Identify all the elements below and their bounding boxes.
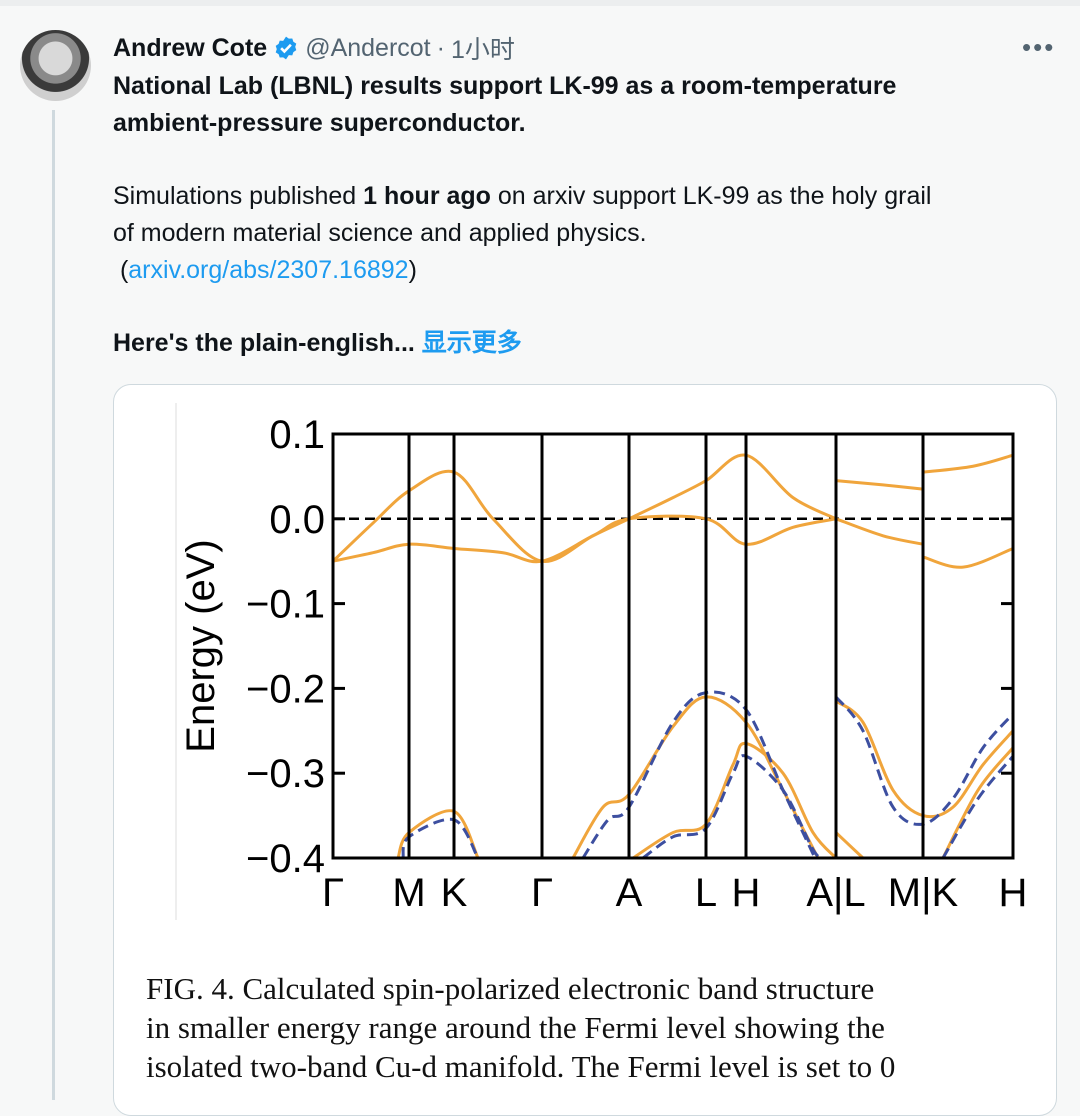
x-tick-label: M|K	[888, 871, 959, 915]
x-tick-label: Γ	[531, 871, 553, 915]
show-more-link[interactable]: 显示更多	[421, 329, 522, 357]
band-dn-3a	[401, 817, 480, 858]
band-up-2c	[922, 547, 1013, 569]
body-line-3: (arxiv.org/abs/2307.16892)	[113, 252, 417, 289]
x-tick-label: M	[392, 871, 425, 915]
more-horizontal-icon[interactable]: •••	[1022, 32, 1056, 62]
x-tick-label: L	[695, 871, 717, 915]
body-bold: 1 hour ago	[363, 182, 491, 210]
x-tick-label: H	[999, 871, 1028, 915]
avatar[interactable]	[20, 30, 91, 101]
headline-line-1: National Lab (LBNL) results support LK-9…	[113, 72, 897, 100]
body-line-1: Simulations published 1 hour ago on arxi…	[113, 178, 931, 215]
caption-line-2: in smaller energy range around the Fermi…	[146, 1010, 885, 1045]
author-handle[interactable]: @Andercot	[305, 33, 431, 62]
body-line-2: of modern material science and applied p…	[113, 219, 647, 247]
author-name[interactable]: Andrew Cote	[113, 33, 268, 62]
caption-line-1: FIG. 4. Calculated spin-polarized electr…	[146, 971, 875, 1006]
band-up-5c	[941, 746, 1013, 858]
top-bar	[0, 0, 1080, 6]
headline-line-2: ambient-pressure superconductor.	[113, 109, 526, 137]
band-dn-3b	[581, 690, 817, 858]
x-tick-label: H	[732, 871, 761, 915]
timestamp[interactable]: 1小时	[450, 36, 515, 64]
teaser-text: Here's the plain-english...	[113, 329, 415, 357]
band-up-3a	[396, 809, 480, 858]
y-axis-label: Energy (eV)	[179, 539, 223, 752]
teaser-line: Here's the plain-english... 显示更多	[113, 325, 522, 362]
band-up-4c	[834, 831, 865, 858]
y-tick-label: −0.4	[246, 837, 325, 881]
media-image[interactable]: 0.1 0.0 −0.1 −0.2 −0.3 −0.4 Γ M K Γ A L H A|L M|K H Ener…	[113, 384, 1057, 1116]
x-tick-label: A|L	[806, 871, 865, 915]
link-open: (	[113, 256, 129, 284]
arxiv-link[interactable]: arxiv.org/abs/2307.16892	[128, 256, 409, 284]
band-up-2a	[333, 514, 837, 564]
tweet-header: Andrew Cote @Andercot · 1小时	[113, 30, 515, 66]
caption-line-3: isolated two-band Cu-d manifold. The Fer…	[146, 1049, 896, 1084]
body-post: on arxiv support LK-99 as the holy grail	[490, 182, 932, 210]
band-up-2b	[835, 517, 924, 546]
band-dn-4b	[642, 754, 824, 858]
y-tick-label: −0.3	[246, 752, 325, 796]
y-tick-label: 0.0	[269, 498, 325, 542]
body-pre: Simulations published	[113, 182, 364, 210]
verified-badge-icon	[275, 36, 297, 60]
plot-frame	[331, 432, 1015, 860]
separator: ·	[436, 33, 445, 62]
x-tick-label: Γ	[322, 871, 344, 915]
x-tick-label: K	[441, 871, 468, 915]
y-tick-label: −0.2	[246, 667, 325, 711]
band-up-1c	[922, 453, 1013, 474]
band-up-1b	[835, 479, 924, 491]
x-tick-label: A	[616, 871, 643, 915]
thread-line	[52, 110, 55, 1100]
band-dn-5c	[941, 755, 1013, 858]
band-up-4b	[632, 741, 838, 858]
band-structure-chart: 0.10.0−0.1−0.2−0.3−0.4Γ M K Γ A L H A|L M|K HEner…	[175, 403, 1028, 920]
y-tick-label: −0.1	[246, 583, 325, 627]
link-close: )	[408, 256, 417, 284]
y-tick-label: 0.1	[269, 413, 325, 457]
